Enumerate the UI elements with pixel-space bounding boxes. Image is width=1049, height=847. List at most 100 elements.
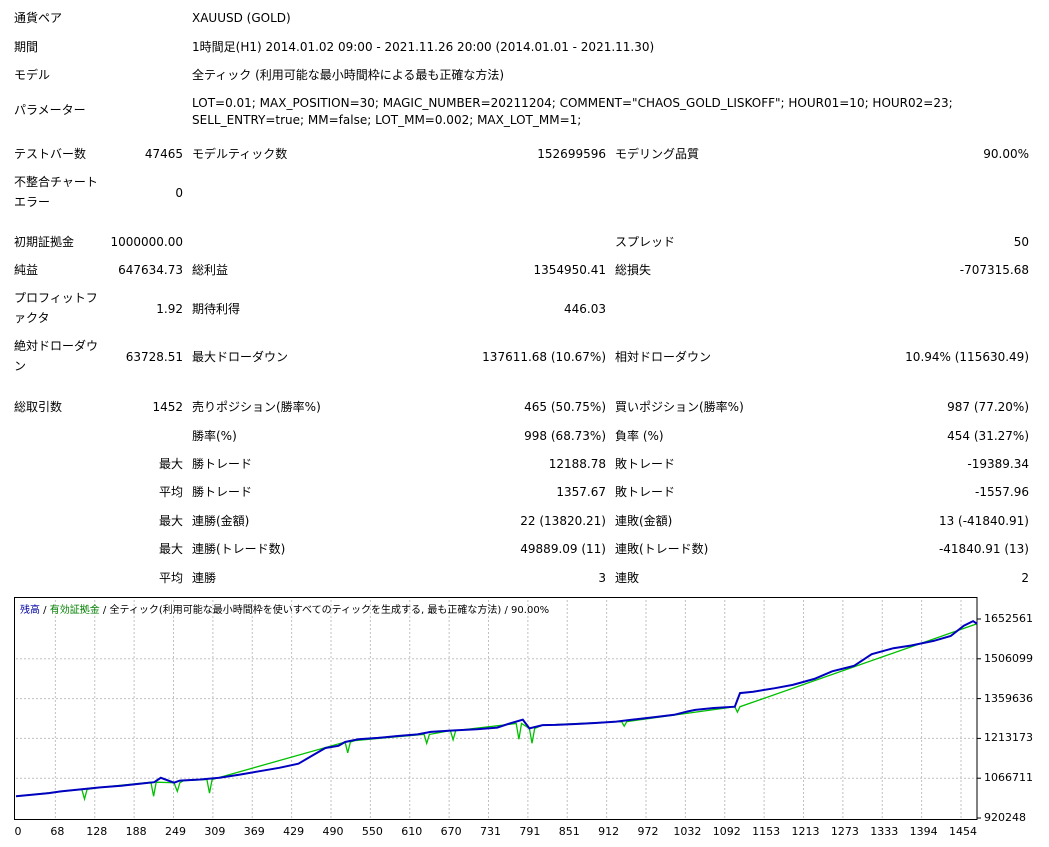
legend-balance: 残高 [20, 605, 40, 616]
balance-line [15, 619, 978, 798]
ticks-value: 152699596 [537, 147, 606, 161]
legend-sep: / [40, 605, 50, 616]
quality-label: モデリング品質 [615, 147, 700, 161]
profit-factor-label-2: ァクタ [14, 311, 50, 325]
abs-drawdown-value: 63728.51 [125, 350, 183, 364]
gross-loss-value: -707315.68 [959, 263, 1029, 277]
y-tick-label: 1213173 [984, 731, 1033, 745]
consec-loss-amount-value: 13 (-41840.91) [938, 514, 1029, 528]
average-label-2: 平均 [158, 571, 183, 585]
max-drawdown-label: 最大ドローダウン [192, 350, 289, 364]
gross-loss-label: 総損失 [615, 263, 652, 277]
x-tick-label: 851 [558, 825, 580, 838]
gross-profit-value: 1354950.41 [533, 263, 606, 277]
largest-label-3: 最大 [158, 542, 183, 556]
largest-win-label: 勝トレード [192, 457, 253, 471]
chart-legend: 残高 / 有効証拠金 / 全ティック(利用可能な最小時間枠を使いすべてのティック… [20, 601, 549, 616]
avg-loss-label: 敗トレード [615, 485, 676, 499]
x-tick-label: 369 [243, 825, 265, 838]
abs-drawdown-label-2: ン [14, 359, 27, 373]
y-tick-label: 1506099 [984, 651, 1033, 665]
avg-consec-win-label: 連勝 [192, 571, 217, 585]
x-tick-label: 912 [598, 825, 620, 838]
avg-loss-value: -1557.96 [975, 485, 1029, 499]
x-tick-label: 1394 [909, 825, 938, 838]
x-tick-label: 0 [14, 825, 22, 838]
x-tick-label: 309 [204, 825, 226, 838]
consec-win-amount-value: 22 (13820.21) [520, 514, 606, 528]
consec-win-trades-label: 連勝(トレード数) [192, 542, 286, 556]
x-tick-label: 1454 [949, 825, 977, 838]
spread-label: スプレッド [615, 235, 676, 249]
legend-equity: 有効証拠金 [49, 605, 100, 616]
total-trades-label: 総取引数 [14, 400, 63, 414]
max-drawdown-value: 137611.68 (10.67%) [482, 350, 606, 364]
consec-win-amount-label: 連勝(金額) [192, 514, 250, 528]
x-tick-label: 1092 [712, 825, 741, 838]
spread-value: 50 [1013, 235, 1029, 249]
win-rate-value: 998 (68.73%) [524, 429, 606, 443]
x-tick-label: 1213 [791, 825, 820, 838]
net-profit-value: 647634.73 [118, 263, 183, 277]
consec-loss-amount-label: 連敗(金額) [615, 514, 673, 528]
x-tick-label: 550 [361, 825, 383, 838]
loss-rate-label: 負率 (%) [615, 429, 664, 443]
total-trades-value: 1452 [152, 400, 183, 414]
largest-loss-value: -19389.34 [967, 457, 1029, 471]
avg-consec-loss-label: 連敗 [615, 571, 640, 585]
x-tick-label: 670 [440, 825, 462, 838]
symbol-label: 通貨ペア [14, 11, 63, 25]
profit-factor-label-1: プロフィットフ [14, 291, 98, 305]
x-tick-label: 1032 [673, 825, 702, 838]
period-label: 期間 [14, 40, 39, 54]
x-tick-label: 731 [480, 825, 501, 838]
win-rate-label: 勝率(%) [192, 429, 237, 443]
profit-factor-value: 1.92 [156, 302, 183, 316]
x-tick-label: 1153 [752, 825, 781, 838]
short-positions-value: 465 (50.75%) [524, 400, 606, 414]
consec-win-trades-value: 49889.09 (11) [520, 542, 606, 556]
x-tick-label: 128 [86, 825, 108, 838]
expected-payoff-value: 446.03 [564, 302, 606, 316]
net-profit-label: 純益 [14, 263, 39, 277]
rel-drawdown-value: 10.94% (115630.49) [905, 350, 1029, 364]
x-tick-label: 429 [283, 825, 305, 838]
mismatch-label-1: 不整合チャート [14, 175, 98, 189]
x-tick-label: 68 [50, 825, 65, 838]
avg-win-value: 1357.67 [556, 485, 606, 499]
long-positions-value: 987 (77.20%) [947, 400, 1029, 414]
quality-value: 90.00% [983, 147, 1029, 161]
params-line-1: LOT=0.01; MAX_POSITION=30; MAGIC_NUMBER=… [192, 96, 953, 110]
y-tick-label: 1066711 [984, 771, 1033, 785]
abs-drawdown-label-1: 絶対ドローダウ [14, 339, 99, 353]
x-tick-label: 188 [125, 825, 147, 838]
largest-label-2: 最大 [158, 514, 183, 528]
model-value: 全ティック (利用可能な最小時間枠による最も正確な方法) [192, 68, 505, 82]
x-tick-label: 1333 [870, 825, 899, 838]
deposit-label: 初期証拠金 [14, 235, 75, 249]
equity-line [15, 623, 978, 802]
symbol-value: XAUUSD (GOLD) [192, 11, 291, 25]
largest-loss-label: 敗トレード [615, 457, 676, 471]
x-tick-label: 610 [401, 825, 423, 838]
average-label: 平均 [158, 485, 183, 499]
consec-loss-trades-value: -41840.91 (13) [938, 542, 1029, 556]
params-line-2: SELL_ENTRY=true; MM=false; LOT_MM=0.002;… [192, 113, 582, 127]
period-value: 1時間足(H1) 2014.01.02 09:00 - 2021.11.26 2… [192, 40, 655, 54]
long-positions-label: 買いポジション(勝率%) [615, 400, 744, 414]
loss-rate-value: 454 (31.27%) [947, 429, 1029, 443]
bars-label: テストバー数 [14, 147, 87, 161]
avg-win-label: 勝トレード [192, 485, 253, 499]
consec-loss-trades-label: 連敗(トレード数) [615, 542, 709, 556]
bars-value: 47465 [144, 147, 183, 161]
avg-consec-win-value: 3 [598, 571, 606, 585]
equity-chart [14, 597, 977, 820]
short-positions-label: 売りポジション(勝率%) [192, 400, 321, 414]
avg-consec-loss-value: 2 [1021, 571, 1029, 585]
y-tick-label: 920248 [984, 811, 1026, 824]
deposit-value: 1000000.00 [110, 235, 183, 249]
mismatch-value: 0 [175, 186, 183, 200]
x-tick-label: 972 [637, 825, 659, 838]
rel-drawdown-label: 相対ドローダウン [615, 350, 712, 364]
